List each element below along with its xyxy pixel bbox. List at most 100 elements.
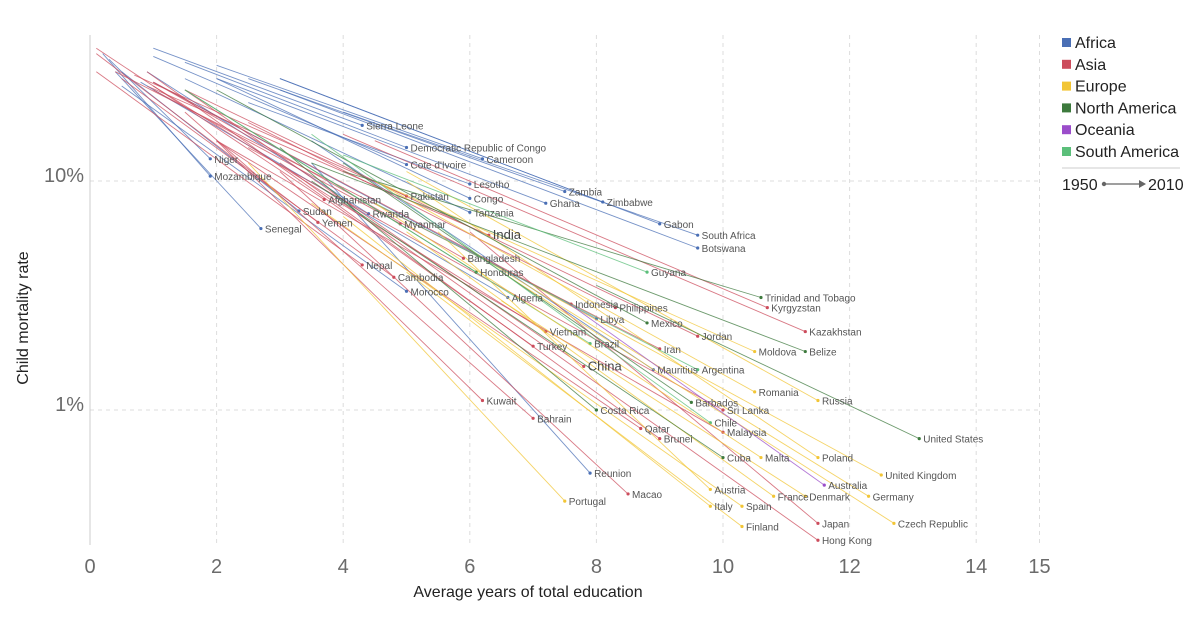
country-label-niger: Niger xyxy=(214,155,239,166)
x-tick-label: 0 xyxy=(84,556,95,578)
series-end-point-belize xyxy=(803,349,807,354)
series-end-point-sierra-leone xyxy=(360,123,364,127)
x-tick-label: 4 xyxy=(338,556,349,578)
series-end-point-nepal xyxy=(360,263,364,267)
series-end-point-kuwait xyxy=(480,398,485,403)
legend-label-asia: Asia xyxy=(1075,57,1106,74)
country-label-ghana: Ghana xyxy=(550,199,580,210)
country-label-afghanistan: Afghanistan xyxy=(328,196,381,207)
series-line-mozambique xyxy=(102,53,211,177)
series-lines xyxy=(96,47,921,542)
country-label-honduras: Honduras xyxy=(480,268,523,279)
legend-swatch-oceania xyxy=(1062,125,1071,135)
country-label-united-kingdom: United Kingdom xyxy=(885,471,956,482)
country-label-czech-republic: Czech Republic xyxy=(898,519,968,530)
country-label-morocco: Morocco xyxy=(411,287,450,298)
series-line-costa-rica xyxy=(279,147,597,411)
country-label-austria: Austria xyxy=(714,485,746,496)
country-label-indonesia: Indonesia xyxy=(575,300,619,311)
series-line-australia xyxy=(564,300,825,486)
series-end-point-macao xyxy=(626,492,630,496)
legend-swatch-europe xyxy=(1062,81,1071,91)
series-line-cuba xyxy=(311,180,724,458)
country-label-jordan: Jordan xyxy=(702,332,733,343)
series-end-point-jordan xyxy=(696,334,700,338)
series-end-point-moldova xyxy=(753,349,757,354)
series-line-romania xyxy=(374,180,755,393)
country-label-malta: Malta xyxy=(765,454,790,465)
tick-labels: 0 2 4 6 8 10 12 14 15 10% 1% xyxy=(44,165,1051,578)
series-line-macao xyxy=(279,171,629,495)
x-tick-label: 12 xyxy=(838,556,860,578)
series-end-point-qatar xyxy=(639,426,643,431)
series-end-point-lesotho xyxy=(468,182,472,186)
series-line-yemen xyxy=(96,53,319,223)
series-line-united-kingdom xyxy=(532,285,882,476)
series-line-denmark xyxy=(501,300,806,497)
series-line-zambia xyxy=(248,78,565,192)
legend-label-europe: Europe xyxy=(1075,79,1127,96)
period-end-label: 2010 xyxy=(1148,177,1184,194)
series-line-south-africa xyxy=(343,111,698,236)
series-end-point-south-africa xyxy=(696,233,700,237)
country-label-hong-kong: Hong Kong xyxy=(822,536,872,547)
series-end-point-cameroon xyxy=(480,157,485,161)
series-end-point-cote-d-ivoire xyxy=(404,162,409,167)
country-label-zimbabwe: Zimbabwe xyxy=(607,198,654,209)
country-label-senegal: Senegal xyxy=(265,225,302,236)
country-label-kazakhstan: Kazakhstan xyxy=(809,328,861,339)
series-line-belize xyxy=(311,162,806,352)
x-tick-label: 2 xyxy=(211,556,222,578)
series-line-bahrain xyxy=(184,111,534,419)
country-label-cuba: Cuba xyxy=(727,454,751,465)
series-line-russia xyxy=(406,171,819,401)
series-end-point-botswana xyxy=(696,246,700,250)
series-line-portugal xyxy=(247,162,566,502)
country-label-portugal: Portugal xyxy=(569,497,606,508)
country-label-turkey: Turkey xyxy=(537,342,567,353)
series-end-point-germany xyxy=(866,494,871,498)
country-label-myanmar: Myanmar xyxy=(404,220,446,231)
series-end-point-niger xyxy=(208,157,212,161)
country-label-guyana: Guyana xyxy=(651,268,686,279)
series-end-point-russia xyxy=(816,398,820,403)
country-label-cameroon: Cameroon xyxy=(486,155,533,166)
period-start-label: 1950 xyxy=(1062,177,1098,194)
country-label-botswana: Botswana xyxy=(702,244,746,255)
series-line-hong-kong xyxy=(342,202,819,541)
country-label-costa-rica: Costa Rica xyxy=(600,406,649,417)
country-label-spain: Spain xyxy=(746,502,772,513)
country-label-iran: Iran xyxy=(664,345,681,356)
series-end-point-kyrgyzstan xyxy=(765,306,769,310)
series-line-cameroon xyxy=(216,64,483,160)
series-line-lesotho xyxy=(248,102,470,185)
series-end-point-australia xyxy=(822,483,826,487)
country-label-romania: Romania xyxy=(759,388,799,399)
country-label-poland: Poland xyxy=(822,454,853,465)
x-axis-title: Average years of total education xyxy=(413,584,642,601)
country-label-mauritius: Mauritius xyxy=(657,366,698,377)
country-label-vietnam: Vietnam xyxy=(550,328,587,339)
series-end-point-barbados xyxy=(689,400,693,404)
country-label-tanzania: Tanzania xyxy=(474,208,514,219)
x-tick-label: 14 xyxy=(965,556,987,578)
series-end-point-hong-kong xyxy=(816,538,820,542)
series-end-point-china xyxy=(582,364,586,369)
country-label-kuwait: Kuwait xyxy=(486,397,516,408)
series-end-point-malta xyxy=(759,455,763,460)
country-label-france: France xyxy=(778,492,810,503)
country-labels: Niger Mozambique Senegal Sierra Leone Democr… xyxy=(214,121,983,547)
series-end-point-congo xyxy=(468,196,472,200)
series-line-congo xyxy=(216,78,470,199)
series-end-point-morocco xyxy=(404,289,409,293)
series-line-morocco xyxy=(121,85,407,292)
y-axis-title: Child mortality rate xyxy=(15,251,32,384)
series-end-point-poland xyxy=(816,455,820,460)
country-label-sri-lanka: Sri Lanka xyxy=(727,406,770,417)
series-end-point-mexico xyxy=(645,321,649,325)
series-end-point-philippines xyxy=(613,306,617,310)
x-tick-label: 8 xyxy=(591,556,602,578)
country-label-gabon: Gabon xyxy=(664,220,694,231)
country-label-libya: Libya xyxy=(600,315,624,326)
